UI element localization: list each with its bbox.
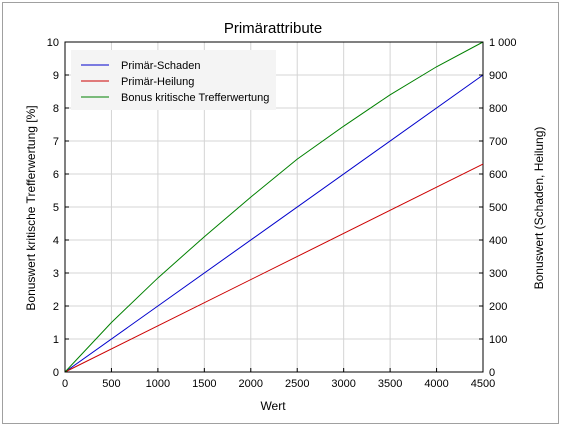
x-tick-label: 4500 — [471, 378, 495, 390]
x-tick-label: 500 — [102, 378, 120, 390]
y-axis-right-label: Bonuswert (Schaden, Heilung) — [532, 127, 546, 290]
y-right-tick-label: 900 — [489, 70, 507, 82]
y-right-tick-label: 0 — [489, 367, 495, 379]
y-right-tick-label: 300 — [489, 268, 507, 280]
legend: Primär-Schaden Primär-Heilung Bonus krit… — [71, 50, 276, 110]
x-tick-label: 4000 — [424, 378, 448, 390]
y-right-tick-label: 500 — [489, 202, 507, 214]
y-left-tick-label: 5 — [53, 202, 59, 214]
chart-frame: 0 500 1000 1500 2000 2500 3000 3500 4000 4500 0 0 1 1… — [2, 2, 559, 424]
y-left-tick-label: 2 — [53, 301, 59, 313]
y-right-tick-label: 600 — [489, 169, 507, 181]
series-line-primaer-schaden — [64, 74, 484, 373]
y-left-tick-label: 0 — [53, 367, 59, 379]
x-tick-label: 2500 — [285, 378, 309, 390]
x-tick-label: 2000 — [239, 378, 263, 390]
x-axis-label: Wert — [260, 399, 286, 413]
series-line-bonus-krit — [64, 41, 484, 373]
y-right-tick-label: 200 — [489, 301, 507, 313]
series-line-primaer-heilung — [64, 163, 484, 373]
y-left-tick-label: 7 — [53, 136, 59, 148]
y-axis-left-label: Bonuswert kritische Trefferwertung [%] — [24, 105, 38, 310]
x-tick-label: 1500 — [192, 378, 216, 390]
y-left-tick-label: 9 — [53, 70, 59, 82]
x-tick-label: 1000 — [146, 378, 170, 390]
y-right-tick-label: 800 — [489, 103, 507, 115]
y-left-tick-label: 3 — [53, 268, 59, 280]
legend-label-primaer-schaden: Primär-Schaden — [121, 60, 200, 72]
y-left-tick-label: 8 — [53, 103, 59, 115]
y-right-tick-label: 1 000 — [489, 37, 517, 49]
chart-title: Primärattribute — [224, 20, 322, 37]
x-tick-label: 3000 — [331, 378, 355, 390]
y-left-tick-label: 6 — [53, 169, 59, 181]
x-tick-label: 3500 — [378, 378, 402, 390]
y-left-tick-label: 1 — [53, 334, 59, 346]
legend-box — [71, 50, 276, 110]
y-left-tick-label: 10 — [47, 37, 59, 49]
y-right-tick-label: 100 — [489, 334, 507, 346]
y-right-tick-label: 400 — [489, 235, 507, 247]
y-right-tick-label: 700 — [489, 136, 507, 148]
y-left-tick-label: 4 — [53, 235, 59, 247]
legend-label-bonus-krit: Bonus kritische Trefferwertung — [121, 92, 269, 104]
x-tick-label: 0 — [62, 378, 68, 390]
legend-label-primaer-heilung: Primär-Heilung — [121, 76, 194, 88]
series-layer — [64, 41, 484, 373]
